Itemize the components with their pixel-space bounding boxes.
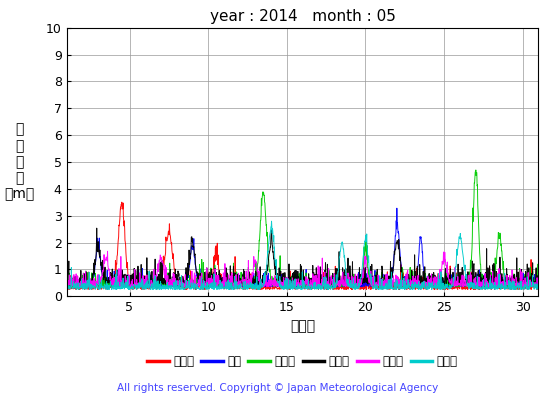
Title: year : 2014   month : 05: year : 2014 month : 05: [210, 9, 395, 24]
Legend: 上ノ国, 唐桑, 石廀導, 経ヶ導, 生月島, 屋久島: 上ノ国, 唐桑, 石廀導, 経ヶ導, 生月島, 屋久島: [143, 350, 462, 373]
X-axis label: （日）: （日）: [290, 320, 315, 334]
Text: All rights reserved. Copyright © Japan Meteorological Agency: All rights reserved. Copyright © Japan M…: [117, 383, 438, 393]
Text: 有
義
波
高
（m）: 有 義 波 高 （m）: [4, 122, 34, 201]
